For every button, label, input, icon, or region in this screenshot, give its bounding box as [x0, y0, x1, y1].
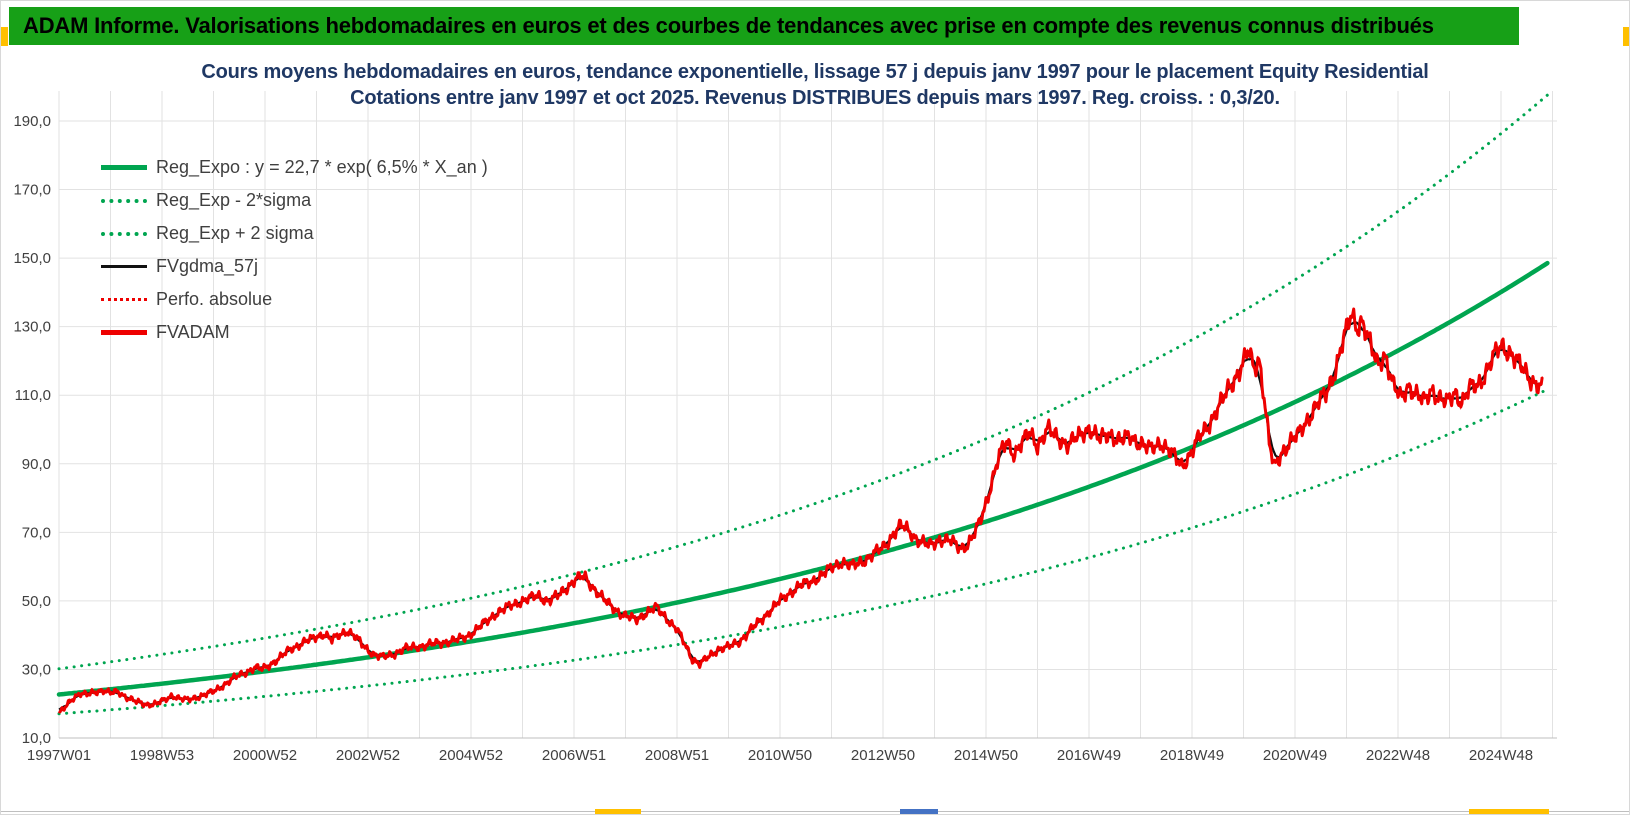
bottom-divider: [1, 811, 1629, 812]
chart-title-line1: Cours moyens hebdomadaires en euros, ten…: [201, 61, 1429, 83]
y-tick-label: 90,0: [22, 456, 51, 473]
x-tick-label: 2016W49: [1057, 747, 1121, 764]
chart-title-line2: Cotations entre janv 1997 et oct 2025. R…: [350, 87, 1280, 109]
series-fvgdma-57j: [58, 321, 1543, 711]
bottom-marker-blue: [900, 809, 938, 814]
legend-line-sample: [101, 231, 147, 236]
legend-label: Perfo. absolue: [156, 289, 273, 309]
series-reg-exp-minus-2sigma: [57, 387, 1549, 716]
y-tick-label: 30,0: [22, 661, 51, 678]
x-tick-label: 2008W51: [645, 747, 709, 764]
y-tick-label: 170,0: [13, 182, 51, 199]
x-tick-label: 2024W48: [1469, 747, 1533, 764]
legend-label: FVADAM: [156, 322, 230, 342]
legend-label: Reg_Expo : y = 22,7 * exp( 6,5% * X_an ): [156, 157, 488, 177]
y-tick-label: 110,0: [15, 387, 51, 404]
x-tick-label: 2012W50: [851, 747, 915, 764]
y-tick-label: 150,0: [13, 250, 51, 267]
header-title: ADAM Informe. Valorisations hebdomadaire…: [23, 13, 1434, 38]
legend-label: FVgdma_57j: [156, 256, 259, 276]
legend-line-sample: [101, 298, 147, 301]
y-tick-label: 70,0: [22, 524, 51, 541]
legend-line-sample: [101, 165, 147, 170]
x-tick-label: 2022W48: [1366, 747, 1430, 764]
x-tick-label: 2010W50: [748, 747, 812, 764]
legend-item-fvgdma-57j: FVgdma_57j: [101, 250, 488, 283]
x-tick-label: 2020W49: [1263, 747, 1327, 764]
y-tick-label: 190,0: [13, 113, 51, 130]
edge-marker-left: [1, 27, 8, 46]
x-tick-label: 2018W49: [1160, 747, 1224, 764]
x-tick-label: 1998W53: [130, 747, 194, 764]
x-tick-label: 2004W52: [439, 747, 503, 764]
series-reg-expo: [56, 260, 1550, 697]
x-tick-label: 1997W01: [27, 747, 91, 764]
legend-item-reg-minus-2sigma: Reg_Exp - 2*sigma: [101, 184, 488, 217]
legend-item-reg-plus-2sigma: Reg_Exp + 2 sigma: [101, 217, 488, 250]
legend-label: Reg_Exp + 2 sigma: [156, 223, 314, 243]
x-tick-label: 2006W51: [542, 747, 606, 764]
chart-canvas: 10,0 30,0 50,0 70,0 90,0 110,0 130,0 150,0 170,0…: [13, 91, 1557, 764]
legend-line-sample: [101, 265, 147, 268]
legend-label: Reg_Exp - 2*sigma: [156, 190, 312, 210]
y-tick-label: 130,0: [13, 319, 51, 336]
legend-item-reg-expo: Reg_Expo : y = 22,7 * exp( 6,5% * X_an ): [101, 151, 488, 184]
series-reg-exp-plus-2sigma: [57, 93, 1549, 671]
chart-legend: Reg_Expo : y = 22,7 * exp( 6,5% * X_an )…: [101, 151, 488, 349]
legend-line-sample: [101, 330, 147, 335]
legend-item-perfo-absolue: Perfo. absolue: [101, 283, 488, 316]
bottom-marker-yellow-1: [595, 809, 641, 814]
y-tick-label: 10,0: [22, 730, 51, 747]
series-fvadam: [58, 307, 1544, 714]
header-bar: ADAM Informe. Valorisations hebdomadaire…: [9, 7, 1519, 45]
x-tick-label: 2000W52: [233, 747, 297, 764]
x-tick-label: 2014W50: [954, 747, 1018, 764]
legend-line-sample: [101, 198, 147, 203]
edge-marker-right: [1623, 27, 1629, 46]
bottom-marker-yellow-2: [1469, 809, 1549, 814]
y-tick-label: 50,0: [22, 593, 51, 610]
legend-item-fvadam: FVADAM: [101, 316, 488, 349]
x-tick-label: 2002W52: [336, 747, 400, 764]
